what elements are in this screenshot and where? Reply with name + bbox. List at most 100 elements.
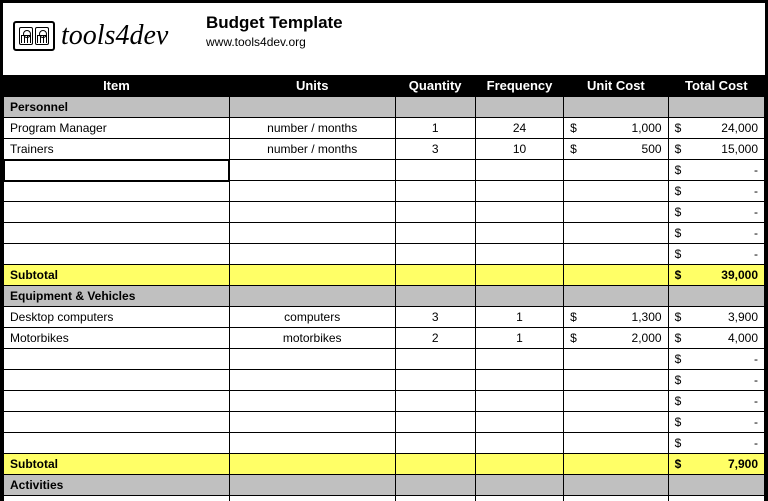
subtotal-total[interactable]: 7,900 — [668, 454, 764, 475]
cell-quantity[interactable]: 300 — [395, 496, 475, 501]
cell-units[interactable] — [229, 433, 395, 454]
cell-unit-cost[interactable] — [564, 391, 668, 412]
cell-unit-cost[interactable]: 1,300 — [564, 307, 668, 328]
cell-total-cost[interactable]: - — [668, 181, 764, 202]
cell-quantity[interactable] — [395, 391, 475, 412]
cell-item[interactable]: Motorbikes — [4, 328, 230, 349]
cell-total-cost[interactable]: 24,000 — [668, 118, 764, 139]
cell-unit-cost[interactable]: 1,000 — [564, 118, 668, 139]
cell-total-cost[interactable]: 15,000 — [668, 139, 764, 160]
cell-unit-cost[interactable] — [564, 223, 668, 244]
cell-units[interactable] — [229, 391, 395, 412]
cell-frequency[interactable] — [475, 349, 563, 370]
table-row: - — [4, 181, 765, 202]
cell-unit-cost[interactable]: 5 — [564, 496, 668, 501]
cell-quantity[interactable] — [395, 412, 475, 433]
cell-total-cost[interactable]: - — [668, 349, 764, 370]
section-name: Personnel — [4, 97, 230, 118]
cell-units[interactable]: number / months — [229, 118, 395, 139]
cell-item[interactable] — [4, 391, 230, 412]
cell-item[interactable] — [4, 244, 230, 265]
cell-quantity[interactable] — [395, 370, 475, 391]
subtotal-total[interactable]: 39,000 — [668, 265, 764, 286]
cell-item[interactable] — [4, 370, 230, 391]
cell-item[interactable]: Desktop computers — [4, 307, 230, 328]
cell-units[interactable]: number / months — [229, 139, 395, 160]
cell-frequency[interactable] — [475, 412, 563, 433]
cell-unit-cost[interactable]: 2,000 — [564, 328, 668, 349]
cell-item[interactable] — [4, 181, 230, 202]
cell-unit-cost[interactable] — [564, 433, 668, 454]
cell-total-cost[interactable]: - — [668, 433, 764, 454]
cell-item[interactable]: Trainers — [4, 139, 230, 160]
cell-unit-cost[interactable] — [564, 412, 668, 433]
cell-unit-cost[interactable] — [564, 202, 668, 223]
cell-total-cost[interactable]: - — [668, 370, 764, 391]
cell-item[interactable] — [4, 223, 230, 244]
cell-frequency[interactable] — [475, 181, 563, 202]
cell-unit-cost[interactable] — [564, 244, 668, 265]
cell-quantity[interactable] — [395, 160, 475, 181]
cell-quantity[interactable] — [395, 433, 475, 454]
cell-unit-cost[interactable] — [564, 160, 668, 181]
cell-total-cost[interactable]: - — [668, 160, 764, 181]
table-row: - — [4, 223, 765, 244]
cell-item[interactable]: Program Manager — [4, 118, 230, 139]
cell-frequency[interactable] — [475, 202, 563, 223]
cell-quantity[interactable] — [395, 244, 475, 265]
cell-units[interactable]: motorbikes — [229, 328, 395, 349]
cell-quantity[interactable]: 3 — [395, 139, 475, 160]
cell-quantity[interactable]: 3 — [395, 307, 475, 328]
col-frequency: Frequency — [475, 76, 563, 97]
cell-frequency[interactable] — [475, 370, 563, 391]
cell-unit-cost[interactable] — [564, 181, 668, 202]
cell-frequency[interactable] — [475, 433, 563, 454]
cell-unit-cost[interactable]: 500 — [564, 139, 668, 160]
cell-frequency[interactable] — [475, 223, 563, 244]
cell-total-cost[interactable]: - — [668, 412, 764, 433]
cell-item[interactable] — [4, 433, 230, 454]
cell-unit-cost[interactable] — [564, 349, 668, 370]
cell-frequency[interactable]: 24 — [475, 118, 563, 139]
cell-quantity[interactable]: 2 — [395, 328, 475, 349]
cell-units[interactable] — [229, 223, 395, 244]
cell-frequency[interactable] — [475, 244, 563, 265]
cell-quantity[interactable] — [395, 202, 475, 223]
cell-units[interactable]: computers — [229, 307, 395, 328]
cell-quantity[interactable] — [395, 181, 475, 202]
cell-total-cost[interactable]: - — [668, 244, 764, 265]
cell-total-cost[interactable]: - — [668, 223, 764, 244]
cell-item[interactable] — [4, 160, 230, 181]
cell-units[interactable] — [229, 160, 395, 181]
cell-units[interactable]: participants / days — [229, 496, 395, 501]
cell-units[interactable] — [229, 370, 395, 391]
cell-quantity[interactable]: 1 — [395, 118, 475, 139]
cell-units[interactable] — [229, 349, 395, 370]
cell-total-cost[interactable]: 7,500 — [668, 496, 764, 501]
cell-units[interactable] — [229, 202, 395, 223]
cell-item[interactable] — [4, 412, 230, 433]
cell-total-cost[interactable]: 3,900 — [668, 307, 764, 328]
cell-item[interactable]: Lunch for training sessions — [4, 496, 230, 501]
section-empty — [229, 475, 395, 496]
cell-unit-cost[interactable] — [564, 370, 668, 391]
cell-quantity[interactable] — [395, 223, 475, 244]
cell-quantity[interactable] — [395, 349, 475, 370]
cell-frequency[interactable]: 1 — [475, 328, 563, 349]
cell-units[interactable] — [229, 181, 395, 202]
cell-total-cost[interactable]: - — [668, 391, 764, 412]
cell-item[interactable] — [4, 202, 230, 223]
cell-total-cost[interactable]: 4,000 — [668, 328, 764, 349]
section-row: Equipment & Vehicles — [4, 286, 765, 307]
cell-item[interactable] — [4, 349, 230, 370]
cell-units[interactable] — [229, 412, 395, 433]
cell-units[interactable] — [229, 244, 395, 265]
cell-frequency[interactable] — [475, 391, 563, 412]
cell-frequency[interactable]: 10 — [475, 139, 563, 160]
cell-total-cost[interactable]: - — [668, 202, 764, 223]
cell-frequency[interactable]: 5 — [475, 496, 563, 501]
section-empty — [475, 97, 563, 118]
cell-frequency[interactable]: 1 — [475, 307, 563, 328]
subtotal-row: Subtotal39,000 — [4, 265, 765, 286]
cell-frequency[interactable] — [475, 160, 563, 181]
